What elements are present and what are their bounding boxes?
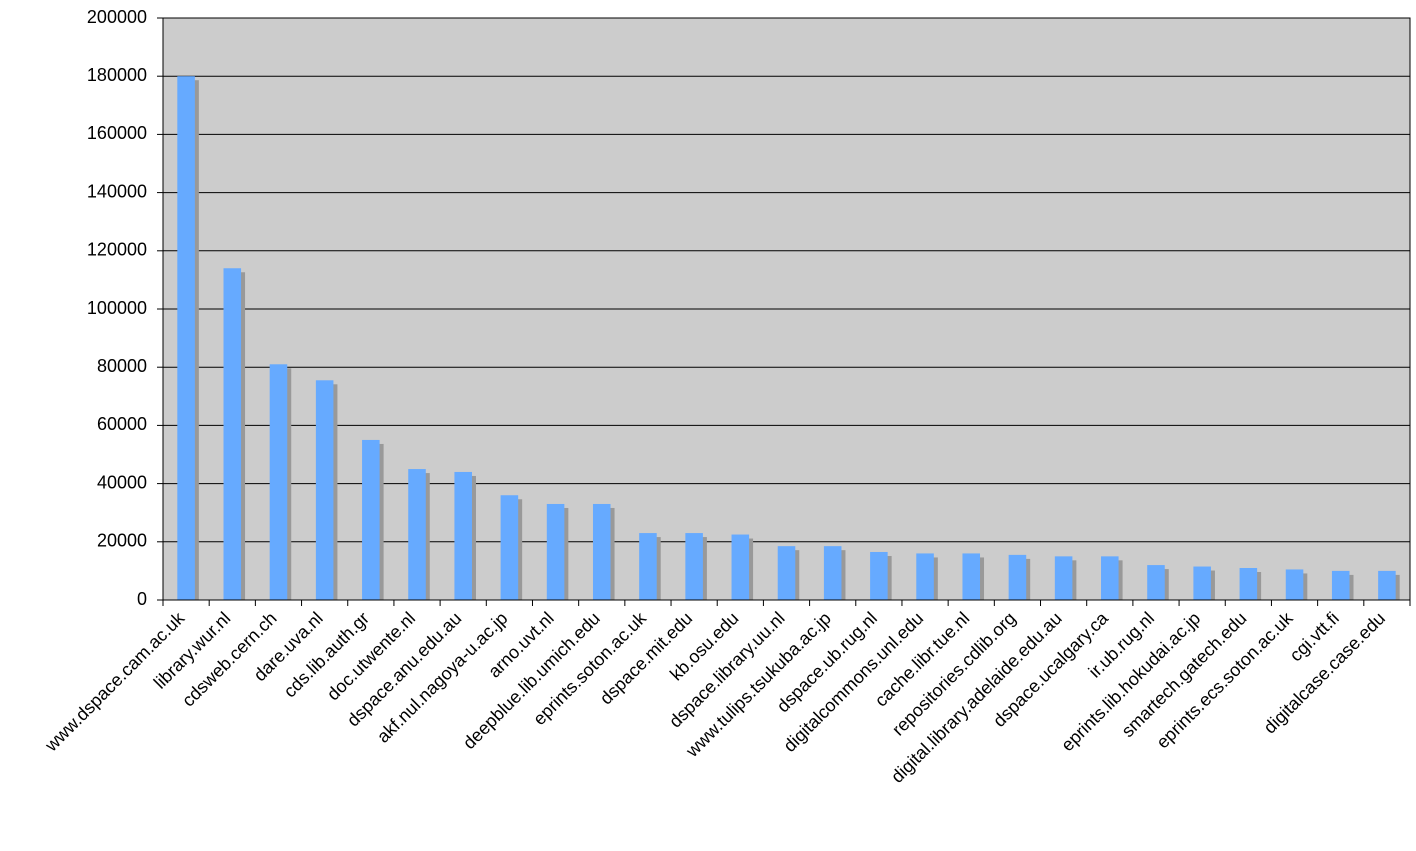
bar <box>777 546 796 600</box>
y-tick-label: 160000 <box>87 123 147 143</box>
bar <box>223 268 242 600</box>
bar <box>500 495 519 600</box>
plot-layer <box>163 17 1410 601</box>
bar <box>685 533 703 600</box>
bar <box>315 380 334 600</box>
bar <box>408 469 426 600</box>
bar <box>362 439 380 600</box>
bar <box>823 546 842 600</box>
bar <box>1008 554 1027 600</box>
bar <box>592 503 611 600</box>
y-tick-label: 180000 <box>87 65 147 85</box>
y-tick-label: 40000 <box>97 472 147 492</box>
y-tick-label: 60000 <box>97 414 147 434</box>
bar <box>1331 570 1350 600</box>
bar <box>1101 556 1119 600</box>
y-tick-label: 20000 <box>97 531 147 551</box>
y-tick-label: 80000 <box>97 356 147 376</box>
bar <box>1239 567 1258 600</box>
y-tick-label: 100000 <box>87 298 147 318</box>
bar <box>1285 569 1304 600</box>
bar <box>731 534 750 600</box>
bar <box>454 471 472 600</box>
bar <box>177 76 195 600</box>
bar <box>269 364 288 600</box>
bar <box>870 551 888 600</box>
y-tick-label: 140000 <box>87 181 147 201</box>
bar <box>916 553 934 600</box>
bar <box>1147 565 1165 600</box>
y-tick-label: 200000 <box>87 7 147 27</box>
bar <box>1193 566 1211 600</box>
bar <box>1054 556 1073 600</box>
bar <box>962 553 981 600</box>
y-tick-label: 0 <box>137 589 147 609</box>
bar <box>546 503 565 600</box>
y-tick-label: 120000 <box>87 240 147 260</box>
bar <box>639 533 657 600</box>
bar <box>1378 570 1396 600</box>
